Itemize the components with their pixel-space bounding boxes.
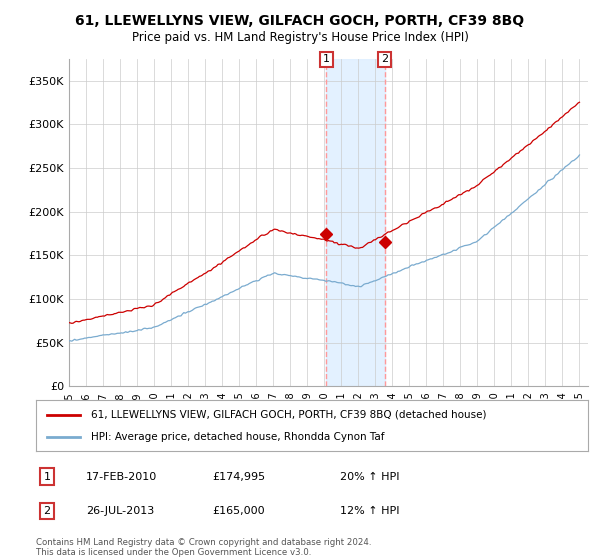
Text: HPI: Average price, detached house, Rhondda Cynon Taf: HPI: Average price, detached house, Rhon… — [91, 432, 385, 442]
Text: 61, LLEWELLYNS VIEW, GILFACH GOCH, PORTH, CF39 8BQ (detached house): 61, LLEWELLYNS VIEW, GILFACH GOCH, PORTH… — [91, 409, 487, 419]
Text: 20% ↑ HPI: 20% ↑ HPI — [340, 472, 399, 482]
Bar — [326, 59, 385, 386]
Text: 17-FEB-2010: 17-FEB-2010 — [86, 472, 157, 482]
Text: 2: 2 — [43, 506, 50, 516]
Text: 2: 2 — [381, 54, 388, 64]
Text: Contains HM Land Registry data © Crown copyright and database right 2024.
This d: Contains HM Land Registry data © Crown c… — [36, 538, 371, 557]
Text: 61, LLEWELLYNS VIEW, GILFACH GOCH, PORTH, CF39 8BQ: 61, LLEWELLYNS VIEW, GILFACH GOCH, PORTH… — [76, 14, 524, 28]
Text: £165,000: £165,000 — [212, 506, 265, 516]
Text: 26-JUL-2013: 26-JUL-2013 — [86, 506, 154, 516]
Text: 1: 1 — [44, 472, 50, 482]
Text: Price paid vs. HM Land Registry's House Price Index (HPI): Price paid vs. HM Land Registry's House … — [131, 31, 469, 44]
Text: 12% ↑ HPI: 12% ↑ HPI — [340, 506, 399, 516]
Text: 1: 1 — [323, 54, 330, 64]
Text: £174,995: £174,995 — [212, 472, 266, 482]
